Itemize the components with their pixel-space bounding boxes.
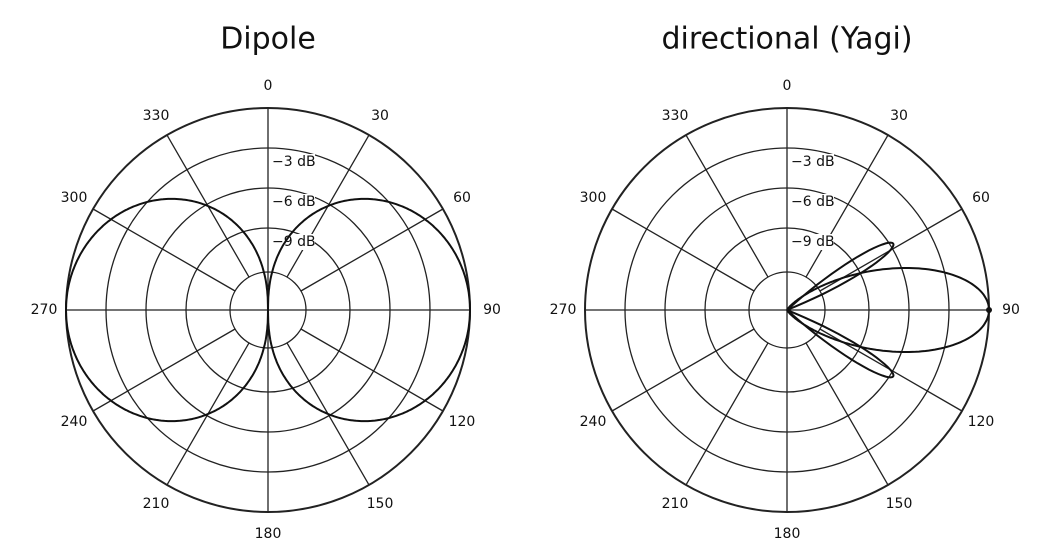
spoke	[611, 328, 755, 412]
angle-label: 120	[449, 414, 476, 430]
angle-label: 60	[453, 190, 471, 206]
diagram-title: Dipole	[220, 22, 316, 57]
label-bg	[790, 194, 834, 210]
spoke	[685, 134, 769, 278]
pattern-peak	[986, 307, 992, 313]
spoke	[92, 208, 236, 292]
angle-label: 330	[143, 108, 170, 124]
angle-label: 180	[255, 526, 282, 542]
polar-diagram: directional (Yagi) 0 30 60 90 120 150 180 210 240…	[550, 22, 1020, 542]
angle-label: 270	[31, 302, 58, 318]
polar-diagram: Dipole 0 30 60 90 120 150 180 210 240 270 300 330 −3 …	[31, 22, 501, 542]
label-bg	[271, 154, 315, 170]
angle-label: 210	[143, 496, 170, 512]
angle-label: 90	[1002, 302, 1020, 318]
angle-label: 300	[61, 190, 88, 206]
spoke	[685, 342, 769, 486]
ring-label: −3 dB	[272, 154, 316, 170]
angle-label: 30	[371, 108, 389, 124]
label-bg	[790, 154, 834, 170]
angle-label: 240	[61, 414, 88, 430]
label-bg	[790, 234, 834, 250]
spoke	[805, 342, 889, 486]
angle-label: 150	[367, 496, 394, 512]
spoke	[300, 208, 444, 292]
angle-label: 300	[580, 190, 607, 206]
pattern-lobe	[65, 197, 471, 423]
spoke	[92, 328, 236, 412]
angle-label: 330	[662, 108, 689, 124]
angle-label: 30	[890, 108, 908, 124]
spoke	[611, 208, 755, 292]
ring-label: −6 dB	[791, 194, 835, 210]
ring-label: −6 dB	[272, 194, 316, 210]
spoke	[805, 134, 889, 278]
ring-label: −9 dB	[791, 234, 835, 250]
label-bg	[271, 194, 315, 210]
angle-label: 60	[972, 190, 990, 206]
angle-label: 150	[886, 496, 913, 512]
angle-label: 210	[662, 496, 689, 512]
diagram-title: directional (Yagi)	[661, 22, 912, 57]
spoke	[300, 328, 444, 412]
angle-label: 240	[580, 414, 607, 430]
ring-label: −9 dB	[272, 234, 316, 250]
ring-label: −3 dB	[791, 154, 835, 170]
angle-label: 120	[968, 414, 995, 430]
angle-label: 180	[774, 526, 801, 542]
angle-label: 0	[264, 78, 273, 94]
angle-label: 90	[483, 302, 501, 318]
angle-label: 270	[550, 302, 577, 318]
pattern-side-lobe	[786, 309, 895, 379]
angle-label: 0	[783, 78, 792, 94]
pattern-side-lobe	[786, 241, 895, 311]
